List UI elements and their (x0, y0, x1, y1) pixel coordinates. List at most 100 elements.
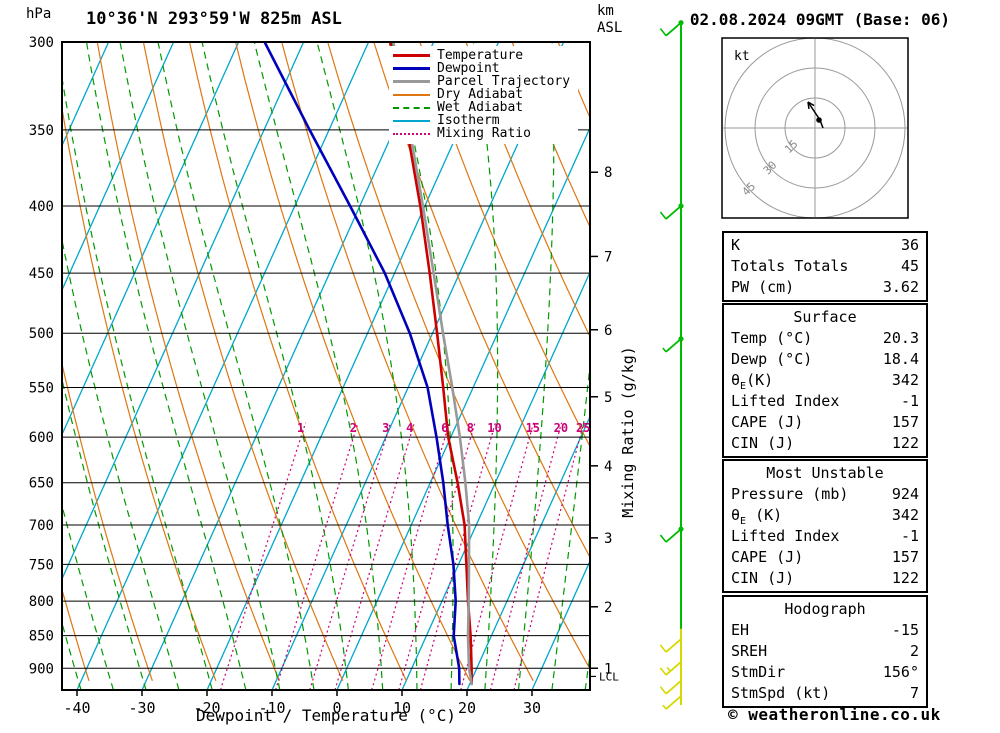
mixing-ratio-labels: 1 2 3 4 6 8 10 15 20 25 (297, 421, 590, 435)
km-tick-label: 6 (604, 323, 612, 339)
page-title: 10°36'N 293°59'W 825m ASL (86, 9, 342, 29)
table-row: Pressure (mb) 924 (724, 484, 926, 505)
table-row: StmDir 156° (724, 662, 926, 683)
mixing-ratio-label: 20 (554, 421, 568, 435)
temp-tick-label: 10 (393, 699, 411, 717)
plot-border (61, 41, 591, 691)
table-row: Totals Totals 45 (724, 256, 926, 277)
dry-adiabat-line (62, 587, 90, 681)
legend-item: Dewpoint (393, 62, 570, 75)
dry-adiabat-line (62, 104, 217, 682)
pressure-tick-label: 350 (29, 123, 54, 139)
km-tick-label: 3 (604, 531, 612, 547)
dry-adiabat-line (465, 42, 590, 338)
wind-barb-feather (662, 347, 667, 353)
dry-adiabat-line (142, 42, 344, 682)
wind-barb-staff (665, 680, 682, 695)
row-label: CIN (J) (731, 569, 795, 587)
km-tick-label: 5 (604, 390, 612, 406)
table-row: CAPE (J) 157 (724, 412, 926, 433)
hodograph-storm-dot (816, 117, 822, 123)
row-value: 156° (882, 663, 919, 681)
row-label: Totals Totals (731, 257, 849, 275)
legend-swatch (393, 80, 430, 83)
temperature-axis: -40 -30 -20 -10 0 10 20 30 (63, 690, 541, 717)
wind-barb-feather (659, 667, 667, 676)
km-axis-unit-line1: km (597, 3, 614, 19)
pressure-tick-label: 900 (29, 661, 54, 677)
wind-barb-staff (665, 205, 682, 220)
dry-adiabat-line (327, 42, 590, 671)
mixing-ratio-line (419, 422, 496, 690)
indices-table: K 36 Totals Totals 45 PW (cm) 3.62 (722, 231, 928, 302)
hodograph-ring (784, 97, 846, 159)
wind-barb-feather (659, 644, 667, 653)
indices-table: Surface Temp (°C) 20.3 Dewp (°C) 18.4 θE(K) 34… (722, 303, 928, 458)
row-label: StmSpd (kt) (731, 684, 831, 702)
legend-item: Mixing Ratio (393, 127, 570, 140)
row-label: PW (cm) (731, 278, 795, 296)
row-value: 7 (909, 684, 919, 702)
wet-adiabat-line (316, 42, 418, 690)
mixing-ratio-line (513, 422, 585, 690)
km-axis-unit-line2: ASL (597, 20, 623, 36)
hodograph-ring (754, 67, 876, 189)
hodograph-ring-label: 15 (782, 137, 801, 156)
temp-tick-label: 20 (458, 699, 476, 717)
wind-barb-feather (662, 704, 667, 710)
km-tick-label: 1 (604, 661, 612, 677)
mixing-ratio-line (309, 422, 392, 690)
dry-adiabat-line (419, 42, 590, 448)
wet-adiabat-line (62, 503, 114, 690)
mixing-ratio-label: 25 (576, 421, 590, 435)
km-tick-label: 4 (604, 459, 612, 475)
wind-barb-staff (665, 528, 682, 543)
wind-barb-feather (659, 28, 667, 37)
wind-barb-staff (665, 695, 682, 710)
wind-barb-staff (665, 661, 682, 676)
wet-adiabat-line (201, 42, 349, 690)
row-label: Temp (°C) (731, 329, 813, 347)
wind-barb-feather (659, 534, 667, 543)
pressure-tick-label: 800 (29, 594, 54, 610)
wet-adiabat-line (85, 42, 247, 690)
wet-adiabat-line (472, 42, 499, 690)
row-label: CAPE (J) (731, 413, 804, 431)
wet-adiabat-line (253, 42, 384, 690)
dry-adiabat-line (235, 42, 471, 682)
temp-tick-label: -30 (128, 699, 155, 717)
legend-item: Parcel Trajectory (393, 75, 570, 88)
hodograph-arrowhead (807, 101, 815, 107)
legend-item: Wet Adiabat (393, 101, 570, 114)
wind-barb-column (659, 20, 684, 710)
wet-adiabat-line (390, 42, 454, 690)
pressure-tick-label: 600 (29, 430, 54, 446)
mixing-ratio-axis-label: Mixing Ratio (g/kg) (619, 346, 637, 518)
row-label: StmDir (731, 663, 786, 681)
wet-adiabat-line (157, 42, 315, 690)
mixing-ratio-label: 4 (406, 421, 413, 435)
mixing-ratio-label: 2 (350, 421, 357, 435)
row-value: 157 (891, 548, 919, 566)
row-label: Dewp (°C) (731, 350, 813, 368)
row-value: -1 (900, 392, 919, 410)
table-header: Hodograph (784, 600, 866, 618)
table-row: θE (K) 342 (724, 505, 926, 527)
dry-adiabat-line (373, 42, 590, 559)
row-value: 3.62 (882, 278, 919, 296)
mixing-ratio-label: 10 (487, 421, 501, 435)
legend-swatch (393, 106, 430, 109)
table-row: Lifted Index -1 (724, 391, 926, 412)
isotherm-line (62, 42, 305, 581)
legend-label: Mixing Ratio (437, 126, 531, 141)
row-label: K (731, 236, 741, 254)
temperature-curve (388, 42, 473, 686)
mixing-ratio-label: 3 (382, 421, 389, 435)
km-axis-unit: km ASL (597, 3, 622, 37)
wind-barb-feather (659, 211, 667, 220)
legend-label: Wet Adiabat (437, 100, 524, 115)
row-value: 45 (900, 257, 919, 275)
pressure-tick-label: 450 (29, 266, 54, 282)
wet-adiabat-line (119, 42, 281, 690)
legend-swatch (393, 93, 430, 96)
